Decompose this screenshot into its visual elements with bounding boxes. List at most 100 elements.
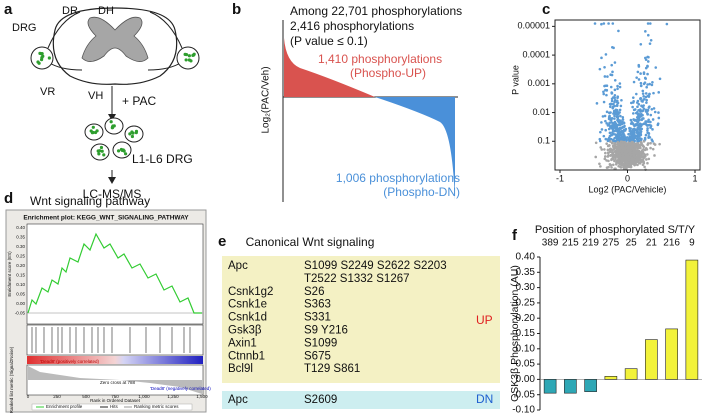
scatter-dot [642, 98, 645, 101]
es-tick-label: 0.10 [16, 282, 25, 287]
scatter-dot [607, 139, 610, 142]
sites: S26 [304, 286, 324, 298]
scatter-dot [620, 163, 624, 167]
category-label: 215 [562, 238, 579, 249]
scatter-dot [643, 165, 646, 169]
y-tick-label: 0.00001 [517, 21, 550, 31]
scatter-dot [621, 126, 624, 129]
scatter-dot [616, 140, 620, 144]
scatter-dot [610, 63, 614, 67]
drg-spot [187, 58, 191, 62]
scatter-dot [645, 101, 648, 104]
scatter-dot [636, 131, 639, 135]
scatter-dot [611, 45, 614, 49]
scatter-dot [605, 93, 608, 97]
scatter-dot [640, 104, 643, 108]
scatter-dot [608, 150, 612, 154]
scatter-dot [650, 138, 654, 142]
scatter-dot [594, 141, 598, 145]
drg-spot [119, 147, 124, 152]
scatter-dot [633, 160, 636, 164]
scatter-dot [616, 84, 619, 88]
scatter-dot [644, 154, 647, 158]
scatter-dot [640, 143, 643, 147]
bar [543, 379, 557, 394]
legend-label: Hits [110, 404, 118, 409]
scatter-dot [625, 138, 628, 142]
drg-dots [36, 51, 196, 65]
scatter-dot [613, 114, 616, 118]
category-label: 219 [582, 238, 599, 249]
scatter-dot [608, 111, 611, 115]
panel-a: a DRG DR DH VR VH + PAC L1-L6 DRG LC-MS/… [4, 1, 200, 201]
scatter-dot [602, 134, 606, 138]
y-tick-label: 0.05 [516, 359, 536, 370]
drg-spot [47, 56, 51, 60]
scatter-dot [641, 92, 645, 95]
scatter-dot [628, 126, 631, 130]
scatter-dot [636, 99, 640, 103]
scatter-dot [642, 140, 646, 143]
scatter-dot [651, 80, 654, 84]
scatter-dot [608, 102, 612, 106]
drg-spot [123, 152, 128, 156]
scatter-dot [637, 103, 641, 106]
scatter-dot [617, 145, 621, 148]
y-tick-label: 0.30 [516, 282, 536, 293]
dn-box [222, 391, 500, 409]
rank-tick-label: 1,500 [196, 394, 208, 399]
scatter-dot [631, 122, 635, 125]
scatter-dot [641, 109, 645, 112]
panel-letter: b [232, 1, 241, 18]
scatter-dot [611, 131, 614, 134]
drg-spot [130, 134, 135, 139]
es-tick-label: 0.00 [16, 301, 25, 306]
drg-icon [176, 46, 200, 70]
scatter-dot [632, 80, 636, 84]
scatter-dot [618, 121, 622, 125]
scatter-dot [639, 72, 642, 75]
y-tick-label: 0.00 [516, 374, 536, 385]
up-label: (Phospho-UP) [350, 66, 426, 80]
drg-spot [100, 149, 104, 153]
scatter-dot [649, 146, 652, 150]
scatter-dot [651, 128, 654, 131]
scatter-dot [621, 115, 625, 119]
down-area [375, 97, 455, 200]
scatter-dot [649, 22, 652, 25]
rank-tick-label: 1,000 [138, 394, 150, 399]
gene: Apc [228, 394, 248, 406]
scatter-dot [636, 142, 639, 146]
scatter-dot [604, 128, 608, 132]
scatter-dot [648, 92, 651, 96]
scatter-dot [637, 108, 640, 112]
scatter-dot [634, 158, 638, 162]
scatter-dot [610, 91, 613, 94]
scatter-dot [621, 132, 625, 136]
scatter-dot [637, 151, 640, 155]
scatter-dot [643, 136, 647, 140]
anatomy-label: DRG [12, 22, 36, 34]
y-tick-label: 0.01 [532, 107, 550, 117]
scatter-dot [620, 130, 623, 134]
anatomy-label: VR [40, 86, 55, 98]
scatter-dot [613, 100, 616, 104]
es-tick-label: 0.30 [16, 244, 25, 249]
scatter-dot [634, 155, 638, 158]
sites: S1099 [304, 337, 337, 349]
scatter-dot [617, 118, 621, 122]
correlation-note: 'Dead8' (positively correlated) [40, 359, 99, 364]
scatter-dot [657, 111, 660, 114]
bar [624, 368, 638, 380]
panel-b: b Among 22,701 phosphorylations 2,416 ph… [232, 1, 462, 202]
scatter-dot [619, 156, 622, 160]
scatter-dot [608, 162, 612, 166]
scatter-dot [656, 122, 660, 125]
scatter-dot [636, 70, 640, 74]
scatter-dot [604, 137, 608, 141]
legend-label: Enrichment profile [46, 404, 83, 409]
scatter-dot [654, 66, 658, 69]
scatter-dot [618, 136, 621, 140]
category-label: 21 [646, 238, 658, 249]
y-tick-label: 0.40 [516, 252, 536, 263]
